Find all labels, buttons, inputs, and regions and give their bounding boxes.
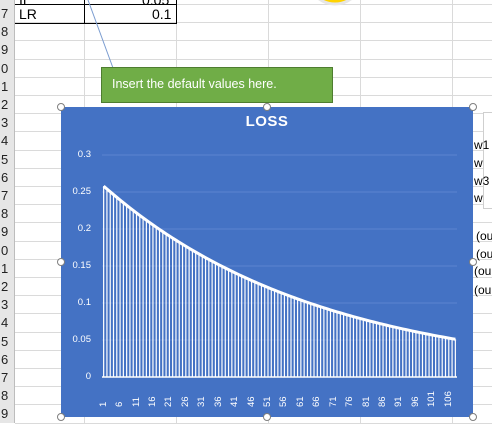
y-tick-label: 0.3 <box>77 149 91 160</box>
cell-border-mid <box>84 0 85 24</box>
lr-label-cell[interactable]: LR <box>19 6 37 22</box>
row-number[interactable]: 0 <box>1 60 9 76</box>
resize-handle-tm[interactable] <box>263 103 271 111</box>
side-label-w1: w1 <box>474 138 490 152</box>
y-tick-label: 0.15 <box>72 260 92 271</box>
x-tick-label: 21 <box>163 396 175 407</box>
x-tick-label: 81 <box>360 396 372 407</box>
resize-handle-tr[interactable] <box>469 103 477 111</box>
row-number[interactable]: 2 <box>1 279 9 294</box>
x-tick-label: 31 <box>196 396 208 407</box>
row-number[interactable]: 7 <box>1 188 9 203</box>
x-tick-label: 76 <box>344 396 356 407</box>
x-tick-label: 66 <box>311 396 323 407</box>
yellow-circle-shape[interactable] <box>305 0 365 6</box>
grid-row-line <box>15 4 492 5</box>
row-number[interactable]: 7 <box>1 370 9 385</box>
row-number[interactable]: 9 <box>1 42 9 58</box>
y-tick-label: 0.1 <box>77 297 91 308</box>
x-tick-label: 41 <box>229 396 241 407</box>
row-number[interactable]: 8 <box>1 24 9 40</box>
side-label-w4: w <box>474 191 483 205</box>
row-number[interactable]: 2 <box>1 97 9 112</box>
resize-handle-bl[interactable] <box>57 413 65 421</box>
x-tick-label: 51 <box>261 396 273 407</box>
x-tick-label: 86 <box>377 396 389 407</box>
row-number[interactable]: 5 <box>1 333 9 349</box>
row-number[interactable]: 9 <box>1 406 9 422</box>
cell-border-bottom <box>15 23 177 24</box>
resize-handle-tl[interactable] <box>57 103 65 111</box>
row-number[interactable]: 7 <box>1 6 9 21</box>
cell-border-top <box>15 4 177 5</box>
row-number[interactable]: 1 <box>1 78 9 94</box>
x-tick-label: 6 <box>114 401 126 407</box>
x-tick-label: 91 <box>393 396 405 407</box>
x-tick-label: 56 <box>278 396 290 407</box>
row-number[interactable]: 0 <box>1 242 9 258</box>
lr-value-cell[interactable]: 0.1 <box>152 6 172 22</box>
x-tick-label: 26 <box>179 396 191 407</box>
x-tick-label: 106 <box>442 391 454 407</box>
x-tick-label: 36 <box>212 396 224 407</box>
chart-title: LOSS <box>245 113 289 130</box>
row-number[interactable]: 5 <box>1 151 9 167</box>
x-tick-label: 96 <box>409 396 421 407</box>
grid-row-line <box>15 58 492 60</box>
chart-plot-area <box>102 154 457 378</box>
resize-handle-mr[interactable] <box>469 258 477 266</box>
loss-chart[interactable]: LOSS 0 0.05 0.1 0.15 0.2 0.25 0.3 1 6 11 16 21 26 31… <box>61 107 473 417</box>
resize-handle-br[interactable] <box>469 413 477 421</box>
resize-handle-bm[interactable] <box>263 413 271 421</box>
x-tick-label: 16 <box>146 396 158 407</box>
x-tick-label: 46 <box>245 396 257 407</box>
callout-text: Insert the default values here. <box>112 77 277 91</box>
side-label-out4: (ou <box>474 283 492 297</box>
y-tick-label: 0.05 <box>72 334 92 345</box>
loss-curve <box>102 184 456 341</box>
side-label-out1: (ou <box>476 229 492 243</box>
x-tick-label: 11 <box>130 397 142 407</box>
resize-handle-ml[interactable] <box>57 258 65 266</box>
side-label-out2: (ou <box>476 247 492 261</box>
side-label-w3: w3 <box>474 174 490 188</box>
grid-row-line <box>15 22 492 24</box>
x-tick-label: 101 <box>426 391 438 407</box>
row-number[interactable]: 3 <box>1 115 9 131</box>
side-label-w2: w <box>474 156 483 170</box>
x-tick-label: 71 <box>327 396 339 407</box>
row-number[interactable]: 6 <box>1 169 9 185</box>
row-number[interactable]: 4 <box>1 315 9 331</box>
row-number[interactable]: 8 <box>1 388 9 404</box>
y-tick-label: 0 <box>85 371 91 382</box>
row-header-column <box>0 0 15 423</box>
y-tick-label: 0.2 <box>77 223 91 234</box>
x-tick-label: 61 <box>294 396 306 407</box>
cell-border-right <box>176 0 177 24</box>
row-number[interactable]: 6 <box>1 351 9 367</box>
row-number[interactable]: 8 <box>1 206 9 222</box>
side-label-out3: (ou <box>474 264 492 278</box>
x-tick-label: 1 <box>97 401 109 407</box>
row-number[interactable]: 3 <box>1 297 9 313</box>
side-mini-panel[interactable] <box>483 112 492 209</box>
row-number[interactable]: 9 <box>1 224 9 240</box>
row-number[interactable]: 1 <box>1 260 9 276</box>
y-tick-label: 0.25 <box>72 186 92 197</box>
grid-row-line <box>15 40 492 42</box>
callout-box[interactable]: Insert the default values here. <box>101 67 333 103</box>
row-number[interactable]: 4 <box>1 133 9 149</box>
